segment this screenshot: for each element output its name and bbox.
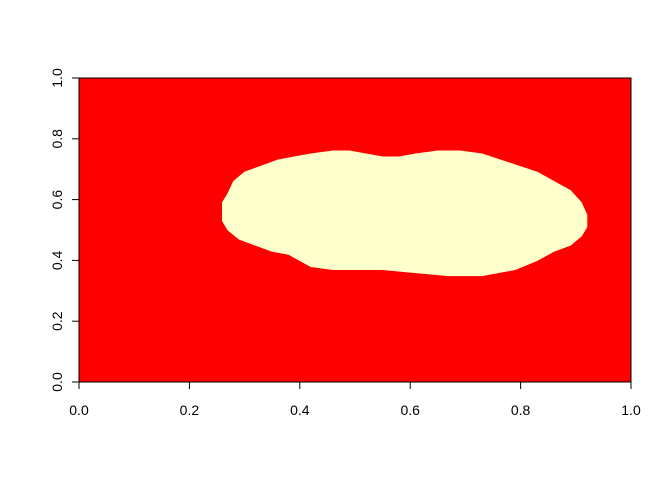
y-tick-label: 1.0: [49, 68, 65, 88]
region-layer: [222, 150, 588, 277]
y-tick-label: 0.4: [49, 250, 65, 270]
small-region: [337, 244, 384, 258]
x-tick-label: 0.4: [290, 402, 310, 418]
x-axis: 0.0 0.2 0.4 0.6 0.8 1.0: [69, 381, 641, 418]
x-tick-label: 0.0: [69, 402, 89, 418]
y-tick-label: 0.6: [49, 190, 65, 210]
y-tick-label: 0.8: [49, 129, 65, 149]
y-tick-label: 0.0: [49, 372, 65, 392]
main-region: [222, 150, 588, 277]
y-tick-label: 0.2: [49, 311, 65, 331]
x-tick-label: 0.6: [400, 402, 420, 418]
x-tick-label: 0.8: [511, 402, 531, 418]
x-tick-label: 1.0: [621, 402, 641, 418]
x-tick-label: 0.2: [180, 402, 200, 418]
y-axis: 0.0 0.2 0.4 0.6 0.8 1.0: [49, 68, 80, 392]
